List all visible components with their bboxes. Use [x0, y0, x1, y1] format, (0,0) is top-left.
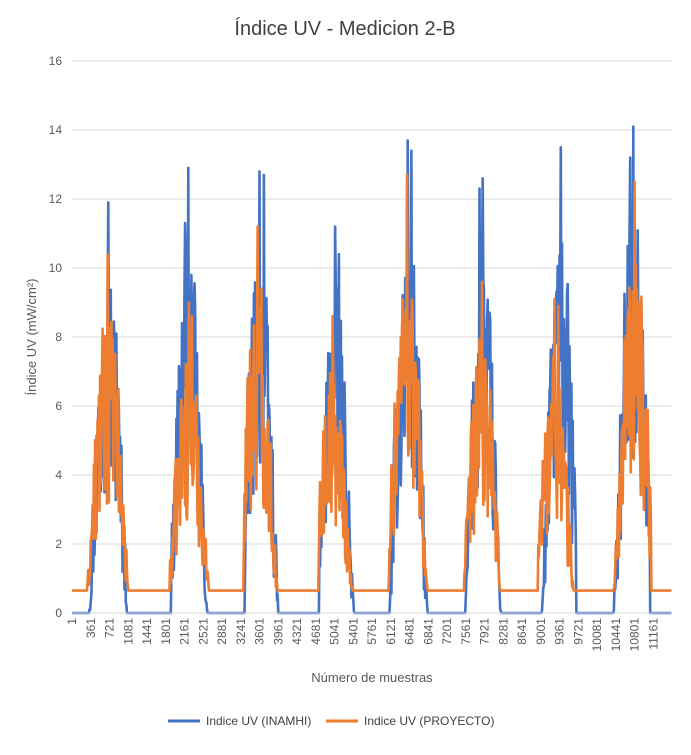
y-tick-label-10: 10 — [49, 261, 63, 275]
x-tick-label-9361: 9361 — [553, 618, 567, 645]
y-tick-label-0: 0 — [55, 606, 62, 620]
y-tick-label-12: 12 — [49, 192, 63, 206]
x-tick-label-11161: 11161 — [646, 618, 660, 650]
series-layer — [71, 125, 673, 615]
x-tick-label-5761: 5761 — [365, 618, 379, 645]
x-tick-label-721: 721 — [103, 618, 117, 638]
legend-label-1: Indice UV (PROYECTO) — [364, 714, 494, 728]
x-tick-label-8281: 8281 — [496, 618, 510, 645]
x-tick-label-7921: 7921 — [478, 618, 492, 645]
y-tick-label-8: 8 — [55, 330, 62, 344]
x-tick-label-3961: 3961 — [271, 618, 285, 645]
series-line-proyecto — [71, 173, 673, 592]
x-tick-label-2881: 2881 — [215, 618, 229, 645]
y-tick-label-2: 2 — [55, 537, 62, 551]
x-tick-label-1801: 1801 — [159, 618, 173, 645]
x-tick-label-1: 1 — [65, 618, 79, 625]
x-tick-label-7201: 7201 — [440, 618, 454, 645]
y-tick-label-6: 6 — [55, 399, 62, 413]
x-axis-label: Número de muestras — [311, 670, 433, 685]
y-tick-label-16: 16 — [49, 54, 63, 68]
x-tick-label-1441: 1441 — [140, 618, 154, 645]
x-axis-ticks: 1 361 721 1081 1441 1801 2161 2521 2881 3241 3601 3… — [65, 618, 660, 652]
y-axis-ticks: 0 2 4 6 8 10 12 14 16 — [49, 54, 63, 620]
x-tick-label-5041: 5041 — [328, 618, 342, 645]
x-tick-label-7561: 7561 — [459, 618, 473, 645]
y-axis-label: Índice UV (mW/cm²) — [24, 279, 39, 396]
x-tick-label-6481: 6481 — [403, 618, 417, 645]
x-tick-label-6841: 6841 — [421, 618, 435, 645]
y-tick-label-14: 14 — [49, 123, 63, 137]
x-tick-label-2521: 2521 — [196, 618, 210, 645]
x-tick-label-4681: 4681 — [309, 618, 323, 645]
x-tick-label-10801: 10801 — [628, 618, 642, 652]
x-tick-label-4321: 4321 — [290, 618, 304, 645]
x-tick-label-5401: 5401 — [346, 618, 360, 645]
x-tick-label-10441: 10441 — [609, 618, 623, 652]
chart-title: Índice UV - Medicion 2-B — [234, 17, 455, 40]
x-tick-label-361: 361 — [84, 618, 98, 638]
series-line-inamhi — [71, 125, 673, 615]
legend: Indice UV (INAMHI) Indice UV (PROYECTO) — [168, 714, 494, 728]
x-tick-label-8641: 8641 — [515, 618, 529, 645]
x-tick-label-1081: 1081 — [121, 618, 135, 645]
x-tick-label-2161: 2161 — [178, 618, 192, 645]
x-tick-label-6121: 6121 — [384, 618, 398, 645]
x-tick-label-3601: 3601 — [253, 618, 267, 645]
x-tick-label-10081: 10081 — [590, 618, 604, 652]
x-tick-label-9721: 9721 — [571, 618, 585, 645]
y-tick-label-4: 4 — [55, 468, 62, 482]
x-tick-label-3241: 3241 — [234, 618, 248, 645]
x-tick-label-9001: 9001 — [534, 618, 548, 645]
gridlines — [72, 60, 672, 545]
legend-label-0: Indice UV (INAMHI) — [206, 714, 311, 728]
